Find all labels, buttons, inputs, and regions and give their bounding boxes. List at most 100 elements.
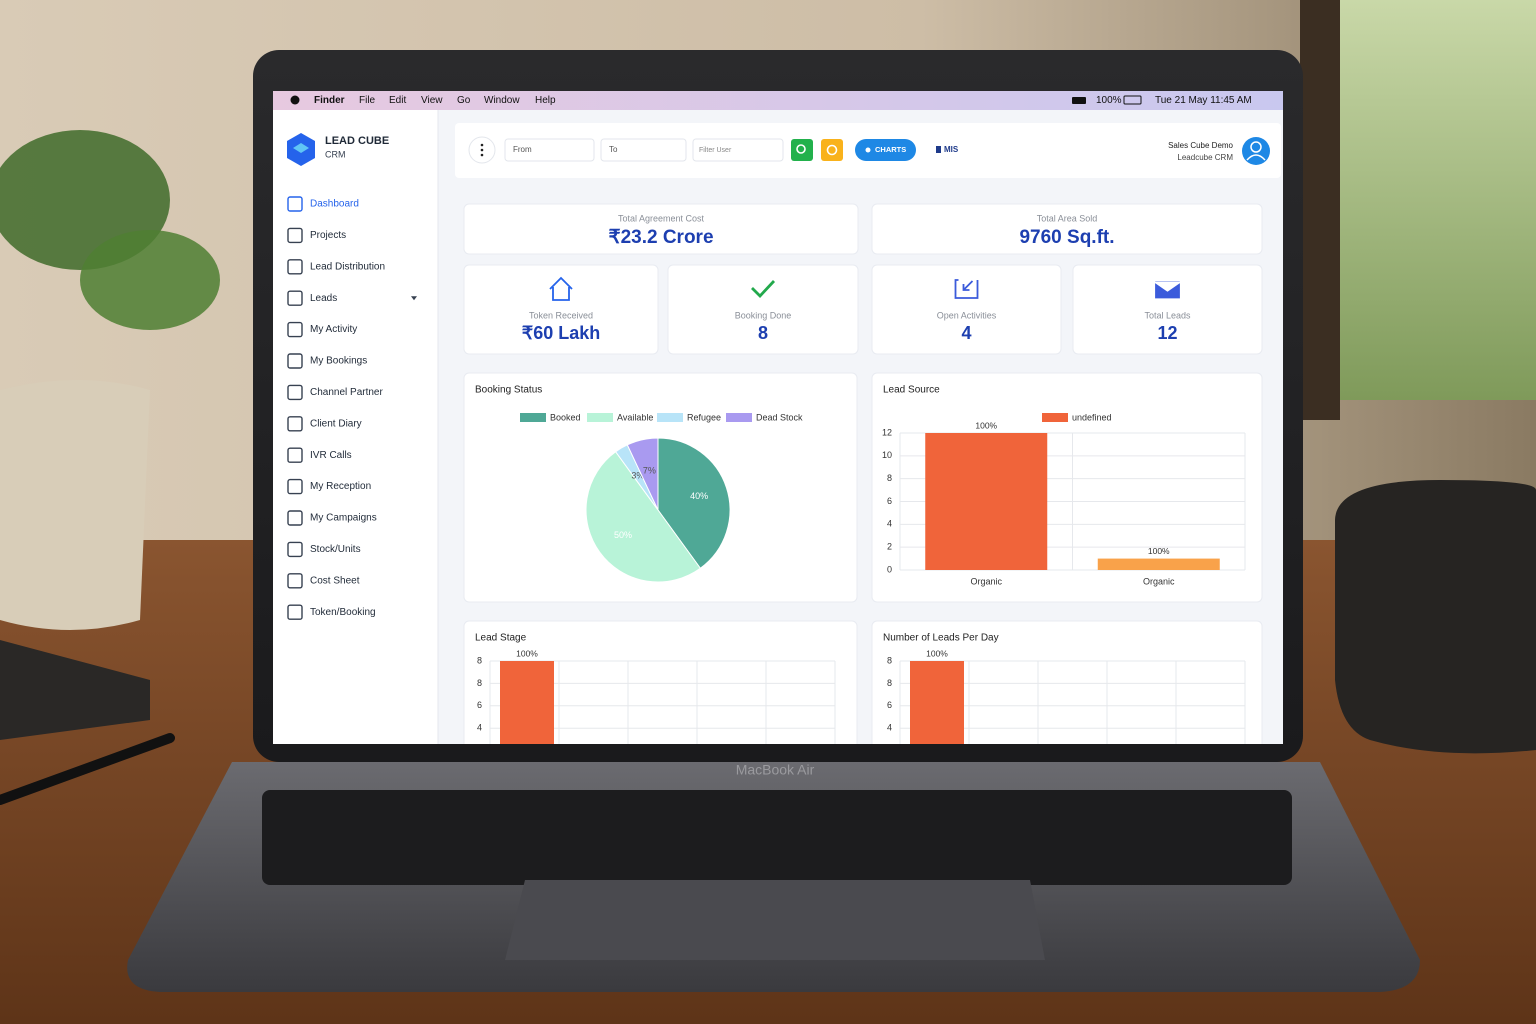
apple-logo (290, 95, 300, 105)
device-label: MacBook Air (736, 762, 815, 778)
menu-item: File (359, 95, 376, 106)
card (667, 264, 859, 355)
sidebar-item[interactable]: Client Diary (310, 418, 362, 429)
search-icon (796, 144, 806, 154)
card (1072, 264, 1263, 355)
screen: Finder File Edit View Go Window Help 100% Tue 21… (273, 91, 1283, 744)
y-tick-label: 8 (887, 473, 892, 483)
kpi-icon (954, 279, 979, 299)
pie-label: 40% (690, 491, 708, 501)
x-tick-label: Organic (970, 576, 1002, 586)
y-tick-label: 6 (887, 700, 892, 710)
y-tick-label: 8 (477, 678, 482, 688)
sidebar-icon (287, 416, 303, 432)
from-input[interactable] (504, 138, 595, 162)
sidebar-item[interactable]: Lead Distribution (310, 261, 385, 272)
notebook (0, 640, 150, 740)
pie-slice (657, 437, 731, 569)
y-tick-label: 8 (887, 678, 892, 688)
chart-title: Lead Stage (475, 633, 527, 644)
y-tick-label: 12 (882, 427, 892, 437)
search-button[interactable] (791, 139, 813, 161)
legend-swatch (1042, 413, 1068, 422)
sidebar-item[interactable]: My Campaigns (310, 513, 377, 524)
user-name: Sales Cube Demo (1168, 141, 1233, 150)
kpi-label: Token Received (529, 310, 593, 320)
legend-label: undefined (1072, 412, 1112, 422)
sidebar-item[interactable]: Token/Booking (310, 607, 376, 618)
legend-swatch (726, 413, 752, 422)
sidebar-icon (287, 227, 303, 244)
charts-button[interactable] (855, 139, 916, 161)
menu-dot (480, 153, 484, 157)
sidebar-icon (287, 353, 303, 369)
battery: 100% (1096, 95, 1122, 106)
sidebar-icon (287, 259, 303, 275)
menu-item: Help (535, 95, 556, 106)
x-tick-label: Organic (1143, 576, 1175, 586)
sidebar-item[interactable]: My Bookings (310, 356, 367, 367)
kpi-icon (1153, 280, 1182, 300)
keyboard (262, 790, 1292, 885)
menu-item: Finder (314, 95, 345, 106)
sidebar-icon (287, 604, 303, 620)
y-tick-label: 10 (882, 450, 892, 460)
kpi-icon (751, 280, 776, 299)
sidebar-item[interactable]: Projects (310, 230, 346, 241)
pot (0, 380, 150, 630)
sidebar-item[interactable]: Leads (310, 293, 337, 304)
summary-label: Total Agreement Cost (618, 213, 705, 223)
plant (80, 230, 220, 330)
y-tick-label: 4 (887, 723, 892, 733)
battery-icon (1123, 95, 1142, 105)
datetime: Tue 21 May 11:45 AM (1155, 95, 1252, 106)
kpi-value: 4 (961, 323, 971, 343)
filter-input[interactable] (692, 138, 784, 162)
sidebar-icon (287, 478, 303, 495)
sidebar-item[interactable]: Cost Sheet (310, 575, 360, 586)
pie-slice (626, 437, 659, 511)
to-input[interactable] (600, 138, 687, 162)
pie-label: 7% (643, 466, 656, 476)
refresh-icon (826, 144, 838, 156)
sidebar-icon (287, 290, 303, 306)
trackpad (505, 880, 1045, 960)
brand-name: LEAD CUBE (325, 135, 389, 147)
sidebar-item[interactable]: Stock/Units (310, 544, 361, 555)
dropdown-arrow (411, 296, 417, 301)
battery-icon (1072, 97, 1086, 104)
card (871, 620, 1263, 744)
card (871, 203, 1263, 255)
sidebar-icon (287, 447, 303, 463)
kpi-value: 12 (1157, 323, 1177, 343)
refresh-button[interactable] (821, 139, 843, 161)
bar-label: 100% (975, 420, 997, 430)
card (463, 620, 858, 744)
pie-label: 50% (614, 530, 632, 540)
bar-label: 100% (1148, 546, 1170, 556)
card (871, 264, 1062, 355)
window-frame (1300, 0, 1340, 420)
y-tick-label: 6 (887, 496, 892, 506)
bar (910, 661, 964, 744)
sidebar-icon (287, 573, 303, 589)
sidebar-item[interactable]: IVR Calls (310, 450, 352, 461)
menu-dot (480, 143, 484, 147)
sidebar-item[interactable]: Dashboard (310, 199, 359, 210)
legend-swatch (657, 413, 683, 422)
legend-label: Dead Stock (756, 412, 803, 422)
to-label: To (609, 145, 618, 154)
y-tick-label: 4 (477, 723, 482, 733)
sidebar-icon (287, 384, 303, 401)
avatar[interactable] (1242, 137, 1270, 165)
sidebar-item[interactable]: Channel Partner (310, 387, 383, 398)
sidebar-item[interactable]: My Reception (310, 481, 371, 492)
charts-label: CHARTS (875, 145, 906, 154)
window (1330, 0, 1536, 400)
kpi-icon (549, 276, 573, 301)
mis-icon (936, 146, 941, 153)
menu-item: Window (484, 95, 520, 106)
sidebar-item[interactable]: My Activity (310, 324, 357, 335)
sidebar-icon (287, 541, 303, 558)
kpi-label: Booking Done (735, 310, 792, 320)
